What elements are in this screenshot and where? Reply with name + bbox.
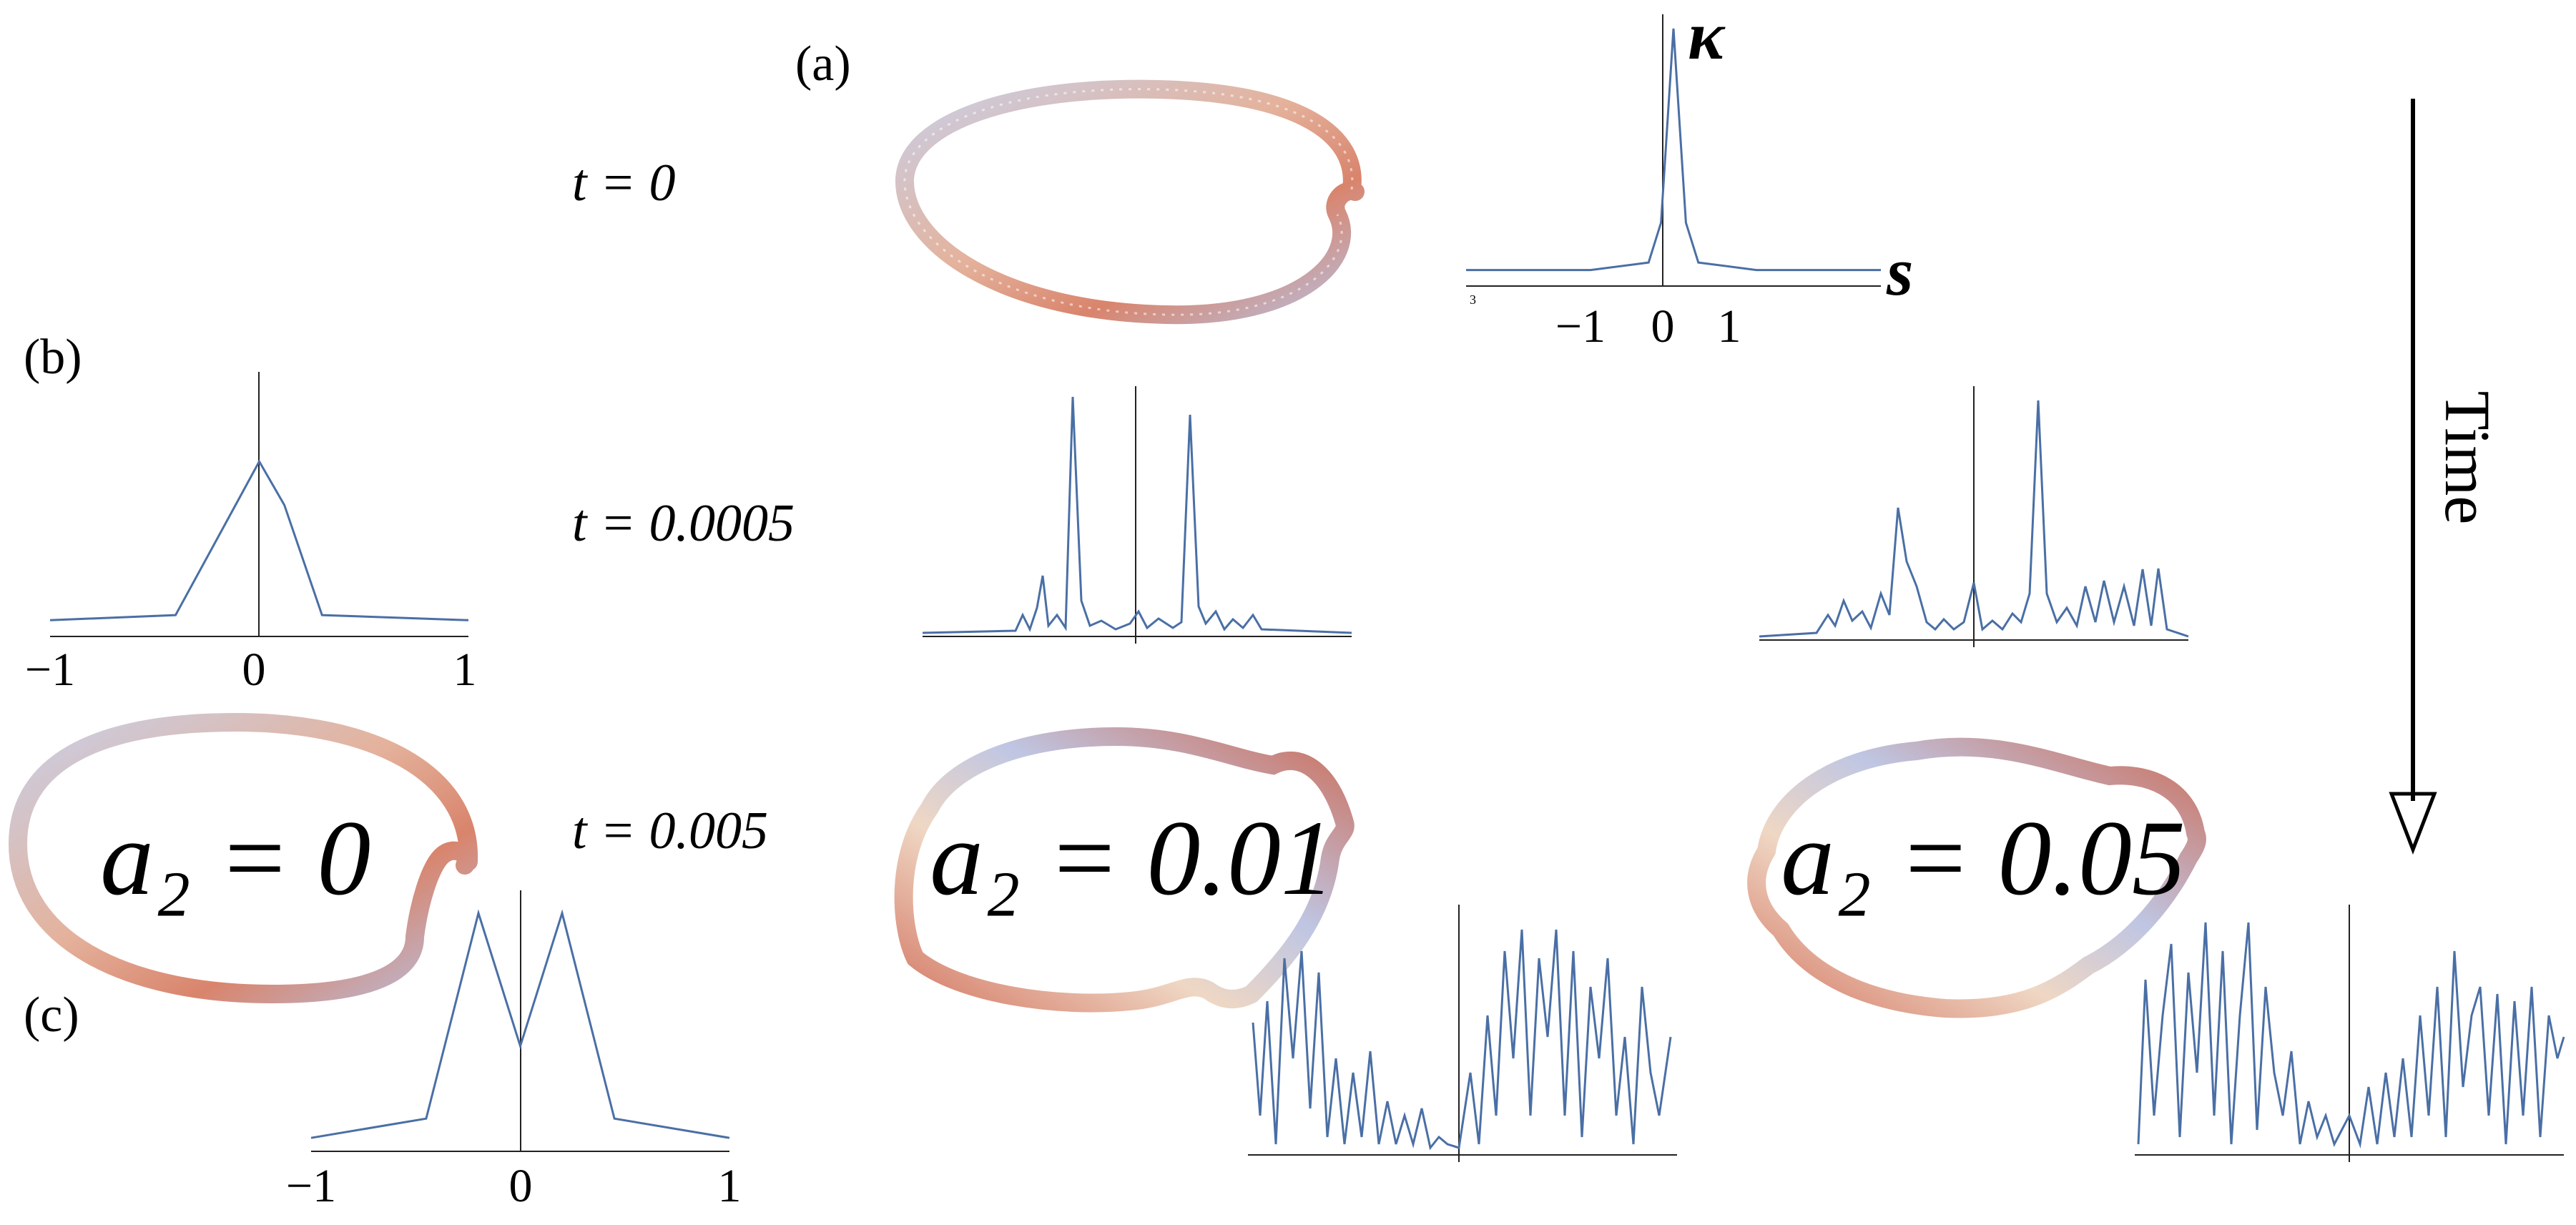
- plot-c-tick-neg1: −1: [286, 1160, 336, 1212]
- time-arrow-label: Time: [2432, 391, 2502, 525]
- time-label-t0: t = 0: [572, 154, 676, 212]
- time-arrow-head: [2389, 792, 2437, 855]
- plot-c-curve: [310, 909, 730, 1139]
- s-label: s: [1886, 233, 1913, 310]
- plot-a-tick-1: 1: [1718, 300, 1741, 353]
- plot-a-curve: [1466, 28, 1881, 272]
- plot-b-tick-0: 0: [242, 644, 266, 696]
- plot-t1-a2-001: [922, 386, 1352, 644]
- plot-a-tick-neg1: −1: [1555, 300, 1606, 353]
- filament-a2-001: [894, 727, 1355, 1013]
- kappa-label: κ: [1688, 0, 1726, 74]
- param-label-a2-001: a₂ = 0.01: [930, 799, 1334, 917]
- filament-a2-0: [8, 712, 478, 1004]
- plot-a-tick-0: 0: [1651, 300, 1675, 353]
- plot-c-tick-0: 0: [509, 1160, 533, 1212]
- time-label-t2: t = 0.005: [572, 802, 768, 860]
- filament-a2-005: [1747, 737, 2206, 1018]
- plot-a-small-tick: 3: [1470, 292, 1476, 307]
- plot-c-tick-1: 1: [718, 1160, 742, 1212]
- plot-b-curve: [49, 459, 469, 621]
- param-label-a2-005: a₂ = 0.05: [1781, 799, 2186, 917]
- filament-a-t0: [895, 79, 1365, 325]
- panel-label-b: (b): [24, 330, 82, 385]
- plot-b: −1 0 1: [25, 372, 477, 696]
- time-label-t1: t = 0.0005: [572, 494, 795, 553]
- plot-t2-a2-001: [1248, 905, 1677, 1162]
- plot-b-tick-neg1: −1: [25, 644, 75, 696]
- panel-label-c: (c): [24, 988, 79, 1043]
- param-label-a2-0: a₂ = 0: [100, 799, 370, 917]
- plot-a: κ s 3 −1 0 1: [1466, 0, 1913, 353]
- plot-b-tick-1: 1: [453, 644, 477, 696]
- time-arrow: Time: [2389, 99, 2502, 855]
- plot-c: −1 0 1: [286, 890, 742, 1212]
- plot-t1-a2-005: [1759, 386, 2189, 647]
- plot-t2-a2-005: [2135, 905, 2565, 1162]
- panel-label-a: (a): [795, 36, 851, 92]
